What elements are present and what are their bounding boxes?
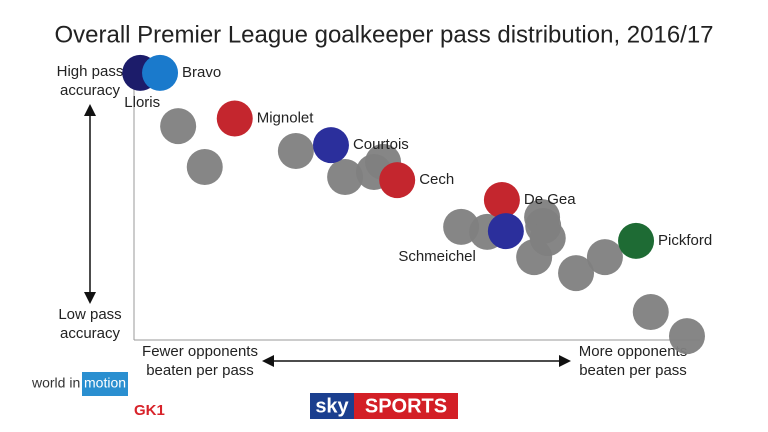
point bbox=[160, 108, 197, 145]
point-label: Schmeichel bbox=[398, 248, 476, 265]
point bbox=[277, 133, 314, 169]
point-label: Cech bbox=[419, 171, 454, 188]
x-label-high: beaten per pass bbox=[579, 362, 687, 379]
y-label-high: High pass bbox=[57, 63, 124, 80]
logo-box bbox=[82, 372, 128, 396]
y-label-low: accuracy bbox=[60, 325, 121, 342]
point-label: De Gea bbox=[524, 191, 576, 208]
point-label: Bravo bbox=[182, 64, 221, 81]
point bbox=[487, 213, 524, 250]
x-label-low: Fewer opponents bbox=[142, 343, 258, 360]
point bbox=[516, 239, 553, 276]
point-label: Pickford bbox=[658, 232, 712, 249]
point bbox=[586, 239, 623, 276]
chart-title: Overall Premier League goalkeeper pass d… bbox=[54, 21, 713, 48]
point bbox=[668, 318, 705, 355]
x-label-high: More opponents bbox=[579, 343, 687, 360]
point bbox=[186, 148, 223, 185]
sports-logo: SPORTS bbox=[365, 395, 447, 417]
y-label-low: Low pass bbox=[58, 306, 121, 323]
gk-logo: GK1 bbox=[134, 402, 165, 419]
point bbox=[216, 100, 253, 137]
point bbox=[483, 182, 520, 218]
sky-logo: sky bbox=[315, 395, 349, 417]
logo-text: motion bbox=[84, 375, 126, 391]
point bbox=[327, 159, 364, 196]
points: Lloris Bravo Mignolet Courtois Cech De Gea Sch… bbox=[122, 54, 712, 355]
x-label-low: beaten per pass bbox=[146, 362, 254, 379]
point bbox=[632, 294, 669, 330]
point bbox=[312, 127, 349, 164]
point bbox=[558, 255, 595, 292]
y-label-high: accuracy bbox=[60, 82, 121, 99]
point bbox=[142, 54, 179, 91]
point-label: Mignolet bbox=[257, 109, 315, 126]
point-label: Courtois bbox=[353, 136, 409, 153]
point-label: Lloris bbox=[124, 94, 160, 111]
logo-text: world in bbox=[31, 375, 80, 391]
point bbox=[379, 162, 416, 199]
sky-box bbox=[310, 393, 354, 419]
point bbox=[618, 222, 655, 259]
